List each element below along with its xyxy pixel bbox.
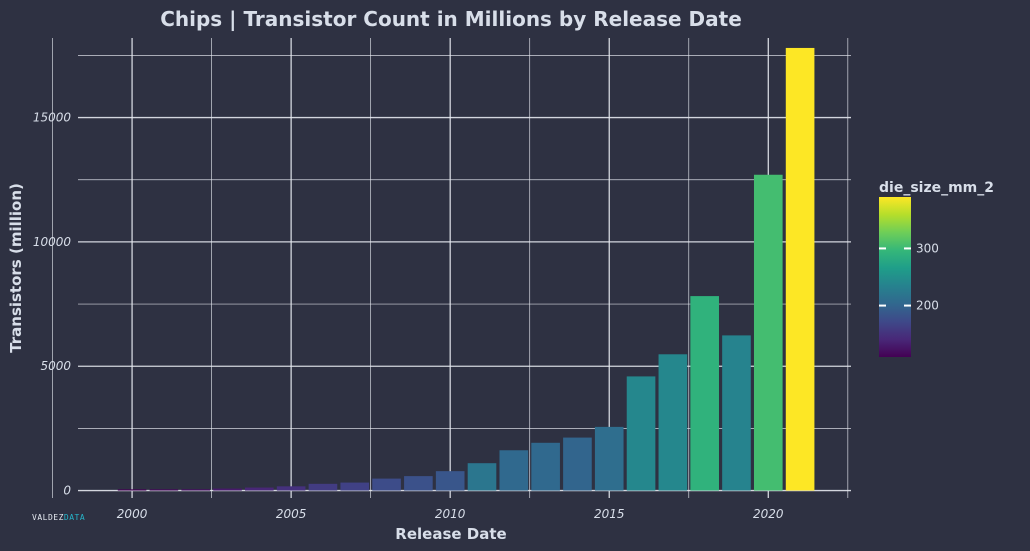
bar-2004 (245, 487, 274, 491)
bar-2000 (117, 489, 147, 491)
bar-2009 (404, 476, 433, 491)
x-axis-title: Release Date (395, 525, 506, 543)
bar-2001 (149, 489, 179, 491)
bar-2008 (372, 478, 401, 491)
x-tick-label: 2000 (117, 507, 148, 521)
bar-2007 (340, 482, 370, 491)
bar-2019 (722, 335, 751, 491)
x-tick-label: 2015 (594, 507, 625, 521)
color-legend: die_size_mm_2 200 300 (879, 180, 994, 357)
x-tick-label: 2020 (753, 507, 784, 521)
y-tick-label: 0 (63, 484, 71, 498)
y-tick-label: 5000 (40, 359, 71, 373)
y-tick-label: 10000 (33, 235, 72, 249)
bar-2006 (308, 483, 338, 491)
y-tick-label: 15000 (33, 111, 72, 125)
legend-title: die_size_mm_2 (879, 180, 994, 196)
bar-2013 (531, 442, 560, 491)
tick-labels: 2000 2005 2010 2015 2020 0 5000 10000 15000 (33, 111, 784, 521)
bars (117, 47, 815, 491)
colorbar-tick-label: 200 (916, 299, 939, 313)
colorbar (879, 197, 911, 357)
x-tick-label: 2010 (435, 507, 466, 521)
bar-2020 (753, 174, 783, 491)
bar-2017 (658, 354, 688, 491)
colorbar-tick-label: 300 (916, 241, 939, 255)
bar-2012 (499, 450, 529, 491)
bar-2014 (563, 437, 592, 491)
bar-2021 (785, 47, 815, 491)
chart-title: Chips | Transistor Count in Millions by … (160, 7, 742, 31)
y-axis-title: Transistors (million) (7, 183, 25, 353)
bar-2010 (435, 471, 465, 491)
bar-2002 (181, 489, 211, 491)
bar-2003 (213, 488, 242, 491)
bar-2011 (467, 463, 497, 491)
x-tick-label: 2005 (276, 507, 307, 521)
bar-2015 (594, 426, 624, 491)
watermark-logo: VALDEZDATA (32, 513, 86, 522)
bar-2016 (626, 376, 656, 491)
bar-2005 (276, 486, 306, 491)
bar-2018 (690, 296, 719, 491)
